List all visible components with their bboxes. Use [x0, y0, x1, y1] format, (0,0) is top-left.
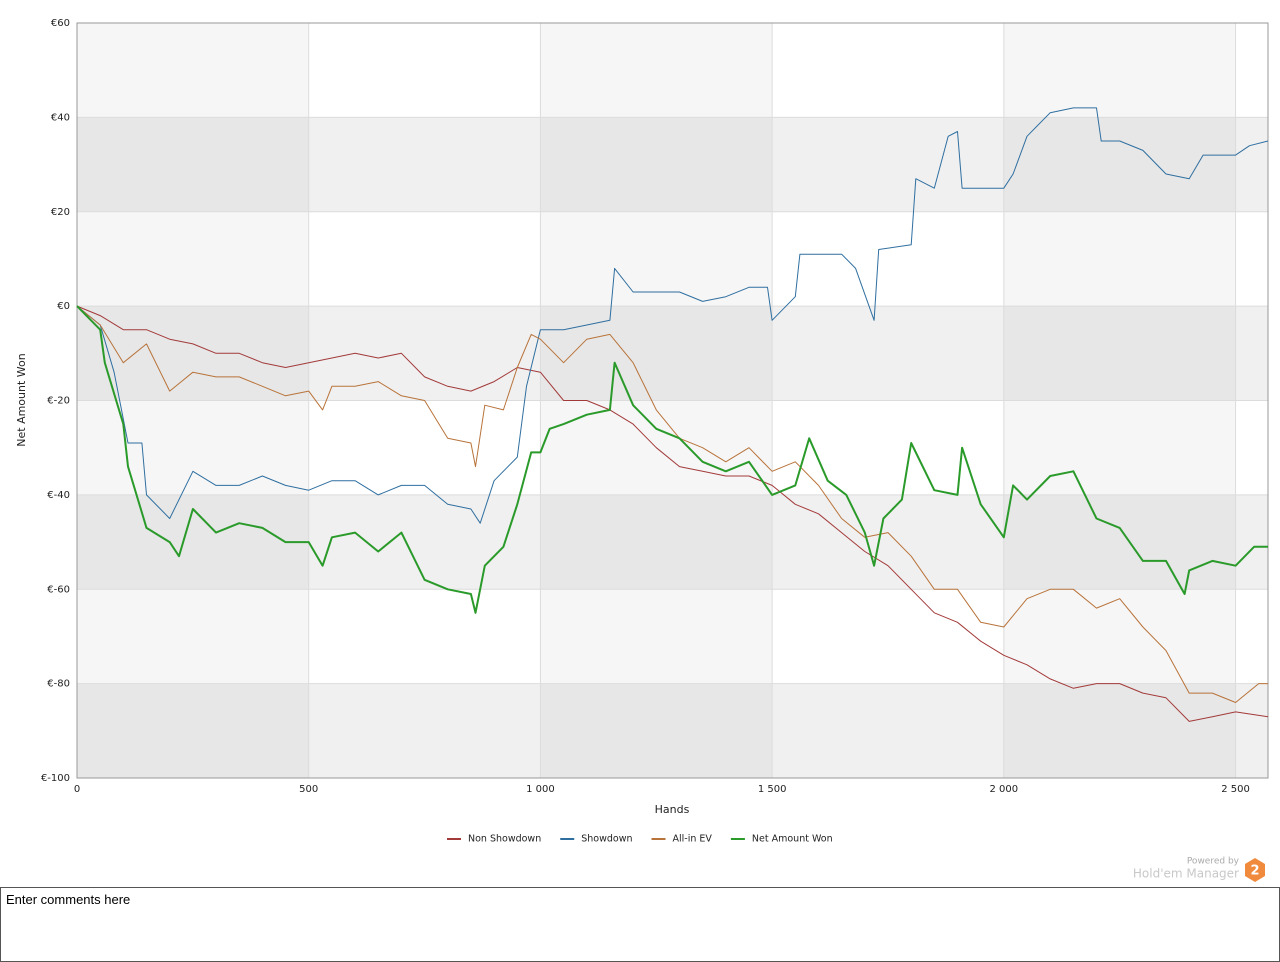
legend-label: All-in EV	[673, 834, 713, 845]
y-tick-label: €-80	[47, 679, 70, 690]
comment-box[interactable]: Enter comments here	[0, 887, 1280, 962]
logo-badge-text: 2	[1250, 864, 1259, 879]
y-tick-label: €-100	[41, 773, 70, 784]
series-line	[76, 107, 1269, 524]
legend-label: Net Amount Won	[752, 834, 833, 845]
h-band	[77, 683, 1268, 778]
series-line	[76, 305, 1268, 614]
plot-border	[76, 22, 1269, 779]
x-axis-title: Hands	[655, 803, 690, 816]
y-tick-label: €60	[51, 18, 70, 29]
x-tick-label: 500	[299, 784, 318, 795]
series-line	[76, 305, 1269, 722]
chart: Net Amount Won Hands Powered by Hold'em …	[15, 18, 1269, 882]
logo-badge	[1245, 858, 1265, 882]
plot-background	[77, 117, 1268, 778]
y-tick-label: €20	[51, 207, 70, 218]
y-tick-label: €-20	[47, 396, 70, 407]
series-line	[76, 305, 1268, 703]
h-band	[77, 306, 1268, 401]
y-tick-label: €-60	[47, 584, 70, 595]
powered-by: Powered by	[1187, 857, 1240, 867]
legend: Non Showdown Showdown All-in EV Net Amount …	[447, 834, 833, 845]
x-tick-label: 2 000	[990, 784, 1019, 795]
y-axis-title: Net Amount Won	[15, 353, 28, 446]
legend-label: Showdown	[581, 834, 632, 845]
h-band	[77, 494, 1268, 590]
y-tick-label: €-40	[47, 490, 70, 501]
x-tick-label: 0	[74, 784, 80, 795]
y-tick-label: €0	[57, 301, 70, 312]
x-tick-label: 1 500	[758, 784, 787, 795]
x-tick-label: 2 500	[1221, 784, 1250, 795]
h-band	[77, 117, 1268, 212]
y-tick-label: €40	[51, 112, 70, 123]
x-tick-label: 1 000	[526, 784, 555, 795]
comment-placeholder: Enter comments here	[6, 892, 131, 907]
legend-label: Non Showdown	[468, 834, 541, 845]
product-name: Hold'em Manager	[1133, 867, 1239, 881]
